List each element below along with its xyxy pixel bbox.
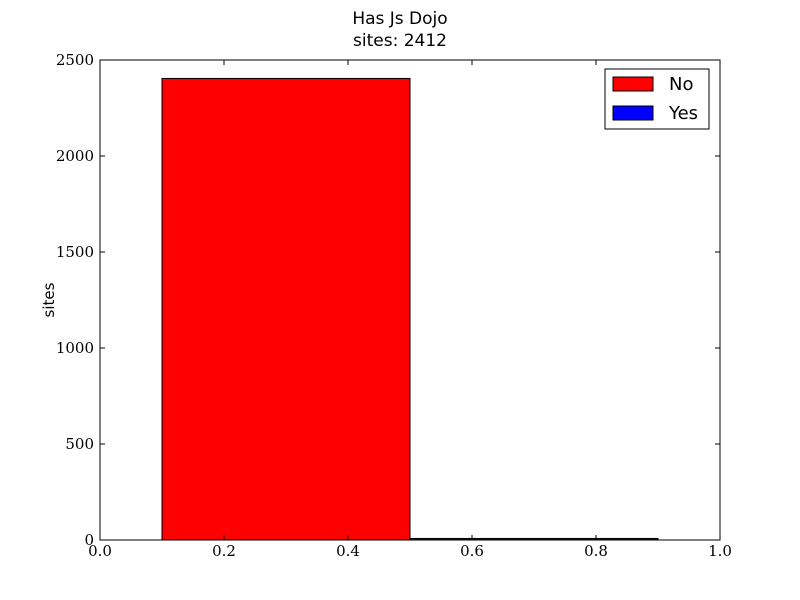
- legend-label-no: No: [669, 74, 693, 95]
- y-tick-label: 2000: [56, 147, 94, 165]
- legend-label-yes: Yes: [668, 103, 698, 124]
- chart-subtitle: sites: 2412: [353, 31, 447, 51]
- y-tick-label: 1500: [56, 243, 94, 261]
- bar-no: [161, 77, 411, 541]
- x-tick-label: 0.2: [212, 542, 236, 560]
- legend-swatch-no: [612, 76, 654, 92]
- x-tick-label: 0.8: [584, 542, 608, 560]
- x-tick-label: 0.6: [460, 542, 484, 560]
- y-axis-label: sites: [40, 282, 58, 317]
- x-tick-label: 1.0: [708, 542, 732, 560]
- y-tick-label: 500: [65, 435, 94, 453]
- x-tick-label: 0.0: [88, 542, 112, 560]
- x-tick-label: 0.4: [336, 542, 360, 560]
- chart-title: Has Js Dojo: [352, 9, 448, 29]
- y-tick-label: 1000: [56, 339, 94, 357]
- y-tick-label: 0: [84, 531, 94, 549]
- plot-frame: [99, 59, 721, 541]
- y-tick-label: 2500: [56, 51, 94, 69]
- legend-swatch-yes: [612, 105, 654, 121]
